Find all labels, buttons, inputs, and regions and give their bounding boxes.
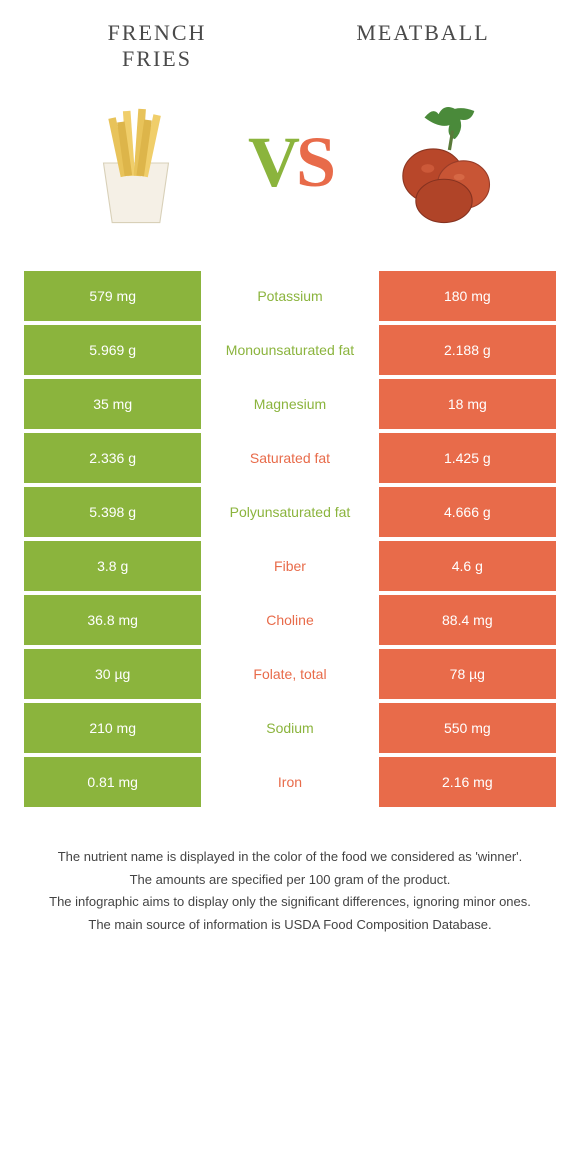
right-value: 18 mg xyxy=(379,379,556,429)
left-value: 5.969 g xyxy=(24,325,201,375)
table-row: 5.398 gPolyunsaturated fat4.666 g xyxy=(24,487,556,537)
table-row: 36.8 mgCholine88.4 mg xyxy=(24,595,556,645)
footer-line-4: The main source of information is USDA F… xyxy=(34,915,546,936)
footer-notes: The nutrient name is displayed in the co… xyxy=(24,847,556,936)
meatball-icon xyxy=(369,93,519,233)
table-row: 5.969 gMonounsaturated fat2.188 g xyxy=(24,325,556,375)
right-value: 550 mg xyxy=(379,703,556,753)
header-titles: French Fries Meatball xyxy=(24,20,556,73)
right-food-title: Meatball xyxy=(290,20,556,73)
vs-label: VS xyxy=(248,121,332,204)
table-row: 3.8 gFiber4.6 g xyxy=(24,541,556,591)
left-food-title: French Fries xyxy=(24,20,290,73)
french-fries-icon xyxy=(61,93,211,233)
nutrient-label: Polyunsaturated fat xyxy=(201,487,378,537)
table-row: 30 µgFolate, total78 µg xyxy=(24,649,556,699)
right-value: 1.425 g xyxy=(379,433,556,483)
left-value: 2.336 g xyxy=(24,433,201,483)
nutrient-label: Iron xyxy=(201,757,378,807)
right-value: 2.16 mg xyxy=(379,757,556,807)
table-row: 2.336 gSaturated fat1.425 g xyxy=(24,433,556,483)
footer-line-3: The infographic aims to display only the… xyxy=(34,892,546,913)
right-value: 4.6 g xyxy=(379,541,556,591)
nutrient-label: Saturated fat xyxy=(201,433,378,483)
right-value: 2.188 g xyxy=(379,325,556,375)
right-value: 78 µg xyxy=(379,649,556,699)
left-value: 0.81 mg xyxy=(24,757,201,807)
table-row: 210 mgSodium550 mg xyxy=(24,703,556,753)
left-value: 30 µg xyxy=(24,649,201,699)
left-value: 35 mg xyxy=(24,379,201,429)
table-row: 35 mgMagnesium18 mg xyxy=(24,379,556,429)
nutrient-label: Folate, total xyxy=(201,649,378,699)
nutrient-label: Sodium xyxy=(201,703,378,753)
table-row: 579 mgPotassium180 mg xyxy=(24,271,556,321)
left-value: 3.8 g xyxy=(24,541,201,591)
vs-s: S xyxy=(296,121,332,204)
nutrient-label: Fiber xyxy=(201,541,378,591)
right-value: 88.4 mg xyxy=(379,595,556,645)
left-value: 210 mg xyxy=(24,703,201,753)
footer-line-2: The amounts are specified per 100 gram o… xyxy=(34,870,546,891)
left-value: 5.398 g xyxy=(24,487,201,537)
vs-v: V xyxy=(248,121,296,204)
nutrient-label: Magnesium xyxy=(201,379,378,429)
footer-line-1: The nutrient name is displayed in the co… xyxy=(34,847,546,868)
table-row: 0.81 mgIron2.16 mg xyxy=(24,757,556,807)
left-value: 579 mg xyxy=(24,271,201,321)
left-value: 36.8 mg xyxy=(24,595,201,645)
nutrient-label: Monounsaturated fat xyxy=(201,325,378,375)
right-value: 4.666 g xyxy=(379,487,556,537)
nutrient-label: Choline xyxy=(201,595,378,645)
images-row: VS xyxy=(24,83,556,243)
right-value: 180 mg xyxy=(379,271,556,321)
nutrient-label: Potassium xyxy=(201,271,378,321)
comparison-table: 579 mgPotassium180 mg5.969 gMonounsatura… xyxy=(24,271,556,807)
